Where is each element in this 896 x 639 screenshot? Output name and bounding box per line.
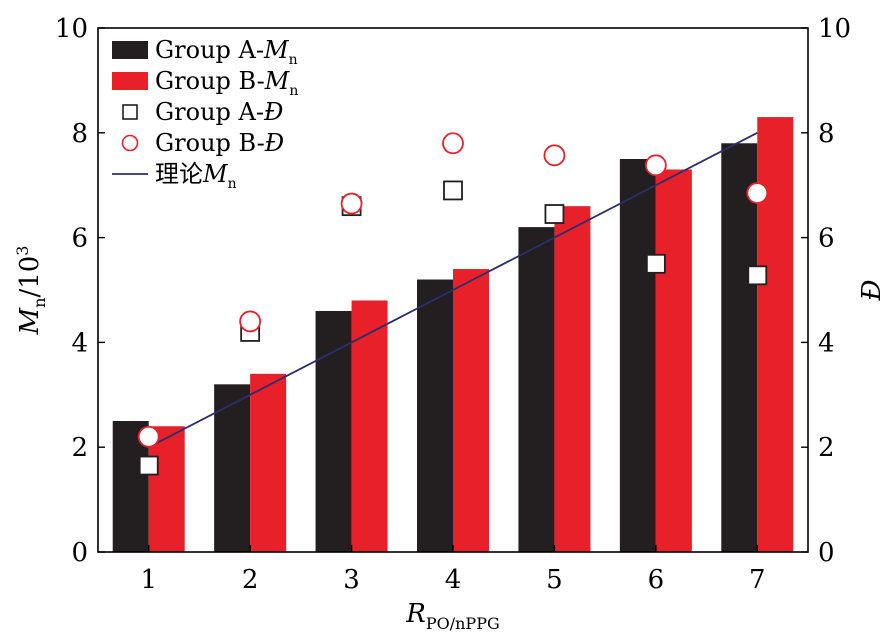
y2-tick-label: 10 bbox=[818, 14, 851, 44]
marker-group-b-d-7 bbox=[746, 182, 769, 204]
y2-tick-label: 8 bbox=[818, 119, 835, 149]
y2-tick-label: 2 bbox=[818, 433, 835, 463]
y2-tick-label: 0 bbox=[818, 538, 835, 568]
legend-item-3: Group A-Đ bbox=[122, 98, 283, 126]
bar-group-b-2 bbox=[250, 373, 287, 552]
bar-group-b-4 bbox=[453, 269, 489, 552]
y-tick-label: 8 bbox=[71, 119, 88, 149]
x-tick-label: 5 bbox=[546, 565, 563, 595]
bar-group-b-7 bbox=[757, 117, 794, 552]
legend-item-2: Group B-Mn bbox=[112, 67, 298, 99]
legend-item-5: 理论Mn bbox=[112, 160, 237, 192]
markers-layer bbox=[137, 132, 769, 476]
legend-swatch bbox=[112, 72, 148, 90]
marker-group-a-d-4 bbox=[443, 180, 463, 201]
bar-group-a-7 bbox=[721, 143, 758, 552]
marker-group-b-d-1 bbox=[137, 425, 160, 448]
marker-group-a-d-1 bbox=[138, 455, 159, 476]
marker-group-b-d-6 bbox=[644, 154, 667, 177]
bar-group-b-6 bbox=[655, 169, 692, 553]
marker-group-a-d-7 bbox=[747, 265, 768, 286]
y2-tick-label: 4 bbox=[818, 328, 835, 358]
legend-swatch bbox=[112, 41, 148, 59]
y-tick-label: 4 bbox=[71, 328, 88, 358]
legend-item-4: Group B-Đ bbox=[121, 129, 284, 157]
y-tick-label: 6 bbox=[71, 224, 88, 254]
bar-group-a-6 bbox=[619, 159, 656, 552]
marker-group-b-d-3 bbox=[340, 192, 363, 215]
x-tick-label: 3 bbox=[343, 565, 360, 595]
legend-swatch bbox=[121, 134, 139, 152]
bar-group-a-4 bbox=[417, 279, 453, 552]
marker-group-a-d-6 bbox=[645, 253, 666, 274]
legend-swatch bbox=[122, 104, 138, 120]
bar-group-b-1 bbox=[148, 426, 185, 552]
x-axis-label: RPO/nPPG bbox=[405, 599, 499, 633]
y-tick-label: 2 bbox=[71, 433, 88, 463]
theory-line-layer bbox=[148, 132, 758, 448]
y2-tick-label: 6 bbox=[818, 224, 835, 254]
x-tick-label: 1 bbox=[140, 565, 157, 595]
x-tick-label: 4 bbox=[445, 565, 462, 595]
legend-label: 理论Mn bbox=[155, 160, 237, 192]
legend-label: Group A-Mn bbox=[155, 36, 298, 68]
x-tick-label: 2 bbox=[242, 565, 259, 595]
legend-item-1: Group A-Mn bbox=[112, 36, 298, 68]
y2-axis-label: Đ bbox=[857, 280, 887, 302]
y-axis-label: Mn/103 bbox=[13, 246, 49, 336]
legend-label: Group A-Đ bbox=[155, 98, 283, 126]
bar-group-a-2 bbox=[214, 384, 251, 552]
marker-group-b-d-4 bbox=[442, 132, 464, 155]
y-tick-label: 0 bbox=[71, 538, 88, 568]
legend-label: Group B-Đ bbox=[155, 129, 284, 157]
axis-labels: RPO/nPPG Mn/103 Đ bbox=[13, 246, 887, 633]
theory-mn-line bbox=[148, 132, 758, 448]
legend-label: Group B-Mn bbox=[155, 67, 298, 99]
bar-group-a-3 bbox=[315, 310, 352, 552]
bar-group-b-3 bbox=[351, 300, 388, 552]
x-tick-label: 7 bbox=[749, 565, 766, 595]
bar-group-b-5 bbox=[554, 206, 591, 552]
x-tick-label: 6 bbox=[648, 565, 665, 595]
marker-group-b-d-2 bbox=[239, 310, 262, 333]
marker-group-a-d-5 bbox=[544, 204, 565, 224]
bar-group-a-5 bbox=[518, 227, 555, 552]
marker-group-b-d-5 bbox=[543, 144, 566, 167]
y-tick-label: 10 bbox=[55, 14, 88, 44]
bars-layer bbox=[112, 117, 794, 553]
